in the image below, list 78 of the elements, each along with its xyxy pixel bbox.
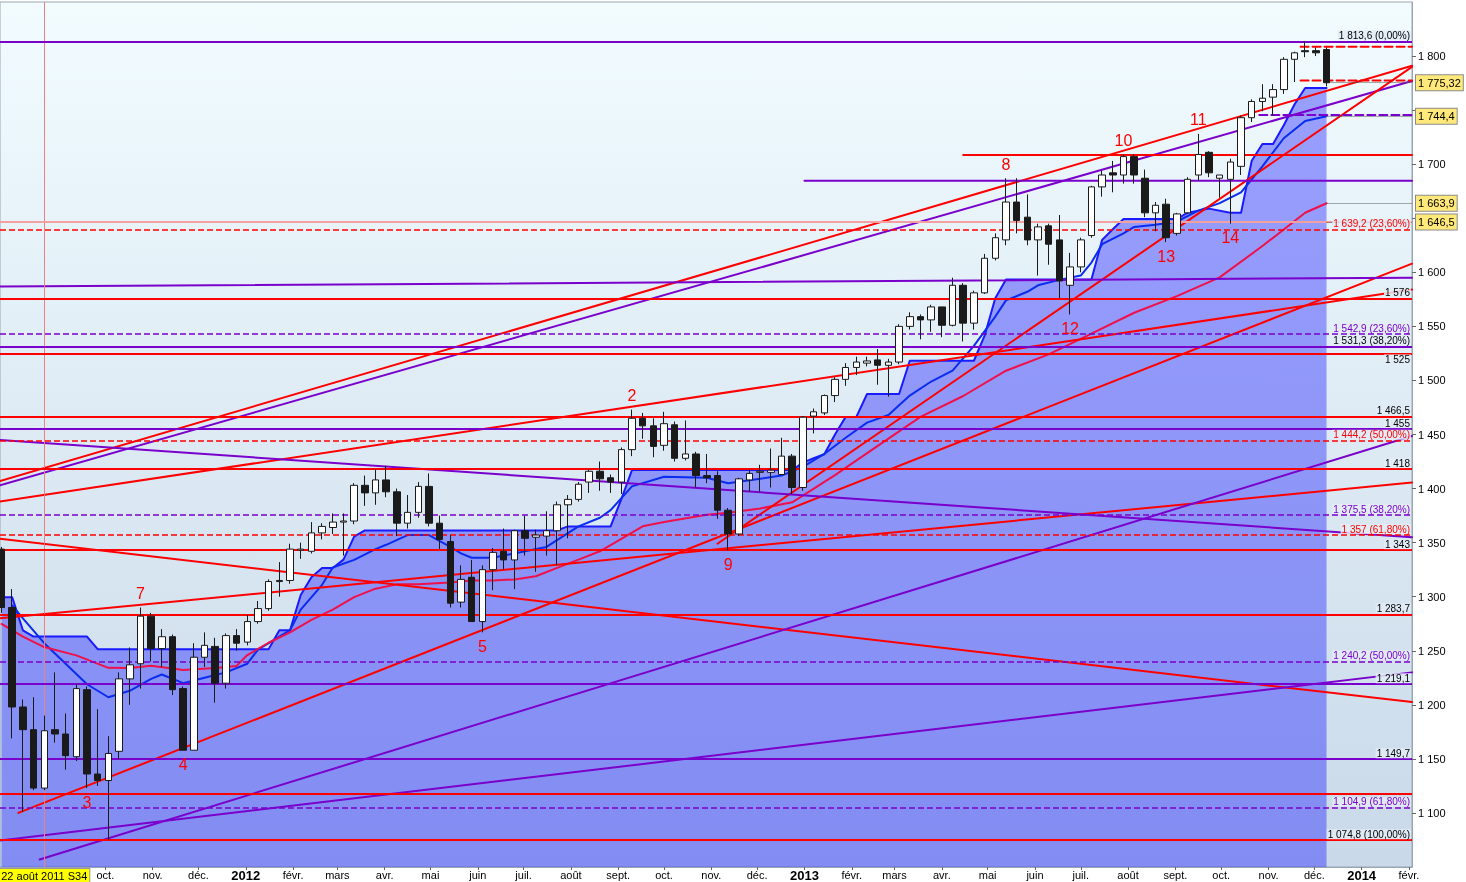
x-tick-label: avr. (375, 868, 394, 881)
ref-line-label: 1 240,2 (50,00%) (1333, 649, 1410, 661)
x-tick-label: mars (882, 868, 908, 881)
ref-line-label: 1 531,3 (38,20%) (1333, 335, 1410, 347)
ref-line-label: 22 août 2011 S34 (1, 869, 88, 882)
ref-line-label: 1 375,5 (38,20%) (1333, 503, 1410, 515)
ref-line-label: 1 455 (1384, 417, 1411, 429)
annotation: 1 646,5 (1418, 216, 1455, 229)
x-tick-label: févr. (841, 868, 863, 881)
x-tick-label: déc. (188, 868, 209, 881)
ref-line-label: 1 466,5 (1376, 405, 1411, 417)
y-tick-label: 1 200 (1418, 698, 1446, 711)
y-tick-label: 1 500 (1418, 374, 1446, 387)
x-tick-label: juin (468, 868, 487, 881)
x-tick-label: mars (325, 868, 351, 881)
x-tick-label: nov. (701, 868, 722, 881)
y-tick-label: 1 100 (1418, 806, 1446, 819)
ref-line-label: 1 813,6 (0,00%) (1338, 29, 1410, 41)
ref-line-label: 1 576 (1384, 286, 1411, 298)
x-tick-label: avr. (932, 868, 951, 881)
annotation: 13 (1157, 247, 1176, 265)
ref-line-label: 1 418 (1384, 457, 1411, 469)
y-tick-label: 1 150 (1418, 752, 1446, 765)
ref-line-label: 1 357 (61,80%) (1341, 523, 1410, 535)
y-tick-label: 1 300 (1418, 590, 1446, 603)
annotation: 7 (135, 585, 145, 602)
annotation: 3 (82, 793, 92, 811)
x-tick-label: oct. (1212, 868, 1231, 881)
x-tick-label: déc. (1303, 868, 1325, 881)
annotation: 2 (627, 387, 637, 405)
x-tick-label: août (1117, 868, 1139, 881)
ref-line-label: 1 525 (1384, 353, 1411, 365)
y-tick-label: 1 700 (1418, 158, 1446, 171)
y-tick-label: 1 800 (1418, 50, 1446, 63)
annotation: 4 (178, 755, 188, 773)
x-tick-label: déc. (746, 868, 768, 881)
x-tick-label: sept. (1163, 868, 1188, 881)
ref-line-label: 1 219,1 (1376, 672, 1411, 684)
x-tick-label: oct. (96, 868, 115, 881)
annotation: 12 (1061, 319, 1080, 337)
x-tick-label: juil. (1071, 868, 1090, 881)
x-tick-label: août (560, 868, 582, 881)
ref-line-label: 1 639,2 (23,60%) (1333, 218, 1410, 230)
annotation: 8 (1001, 155, 1011, 173)
y-tick-label: 1 350 (1418, 536, 1446, 549)
annotation: 1 744,4 (1418, 110, 1455, 123)
ref-line-label: 1 104,9 (61,80%) (1333, 796, 1410, 808)
ref-line-label: 1 343 (1384, 538, 1411, 550)
y-tick-label: 1 450 (1418, 428, 1446, 441)
x-tick-label: sept. (606, 868, 631, 881)
y-tick-label: 1 600 (1418, 266, 1446, 279)
x-tick-label: févr. (1398, 868, 1420, 881)
x-tick-label: juil. (514, 868, 532, 881)
x-tick-label: nov. (1258, 868, 1279, 881)
annotation: 5 (477, 637, 487, 655)
ref-line-label: 1 444,2 (50,00%) (1333, 429, 1410, 441)
ref-line-label: 1 149,7 (1376, 747, 1411, 759)
y-tick-label: 1 550 (1418, 320, 1446, 333)
annotation: 10 (1114, 131, 1133, 149)
x-tick-label: 2013 (790, 868, 819, 882)
ref-line-label: 1 074,8 (100,00%) (1327, 828, 1410, 840)
y-tick-label: 1 250 (1418, 644, 1446, 657)
x-tick-label: févr. (282, 868, 304, 881)
annotation: 14 (1221, 229, 1240, 247)
x-tick-label: oct. (655, 868, 673, 881)
annotation: 9 (723, 555, 733, 573)
x-tick-label: 2012 (231, 868, 261, 882)
x-tick-label: mai (421, 868, 440, 881)
x-tick-label: juin (1025, 868, 1044, 881)
y-tick-label: 1 400 (1418, 482, 1446, 495)
annotation: 1 663,9 (1418, 197, 1455, 210)
x-tick-label: 2014 (1347, 868, 1377, 882)
annotation: 11 (1189, 111, 1207, 129)
x-tick-label: nov. (142, 868, 163, 881)
x-tick-label: mai (978, 868, 997, 881)
annotation: 1 775,32 (1418, 76, 1461, 89)
ref-line-label: 1 542,9 (23,60%) (1333, 322, 1410, 334)
ref-line-label: 1 283,7 (1376, 602, 1411, 614)
